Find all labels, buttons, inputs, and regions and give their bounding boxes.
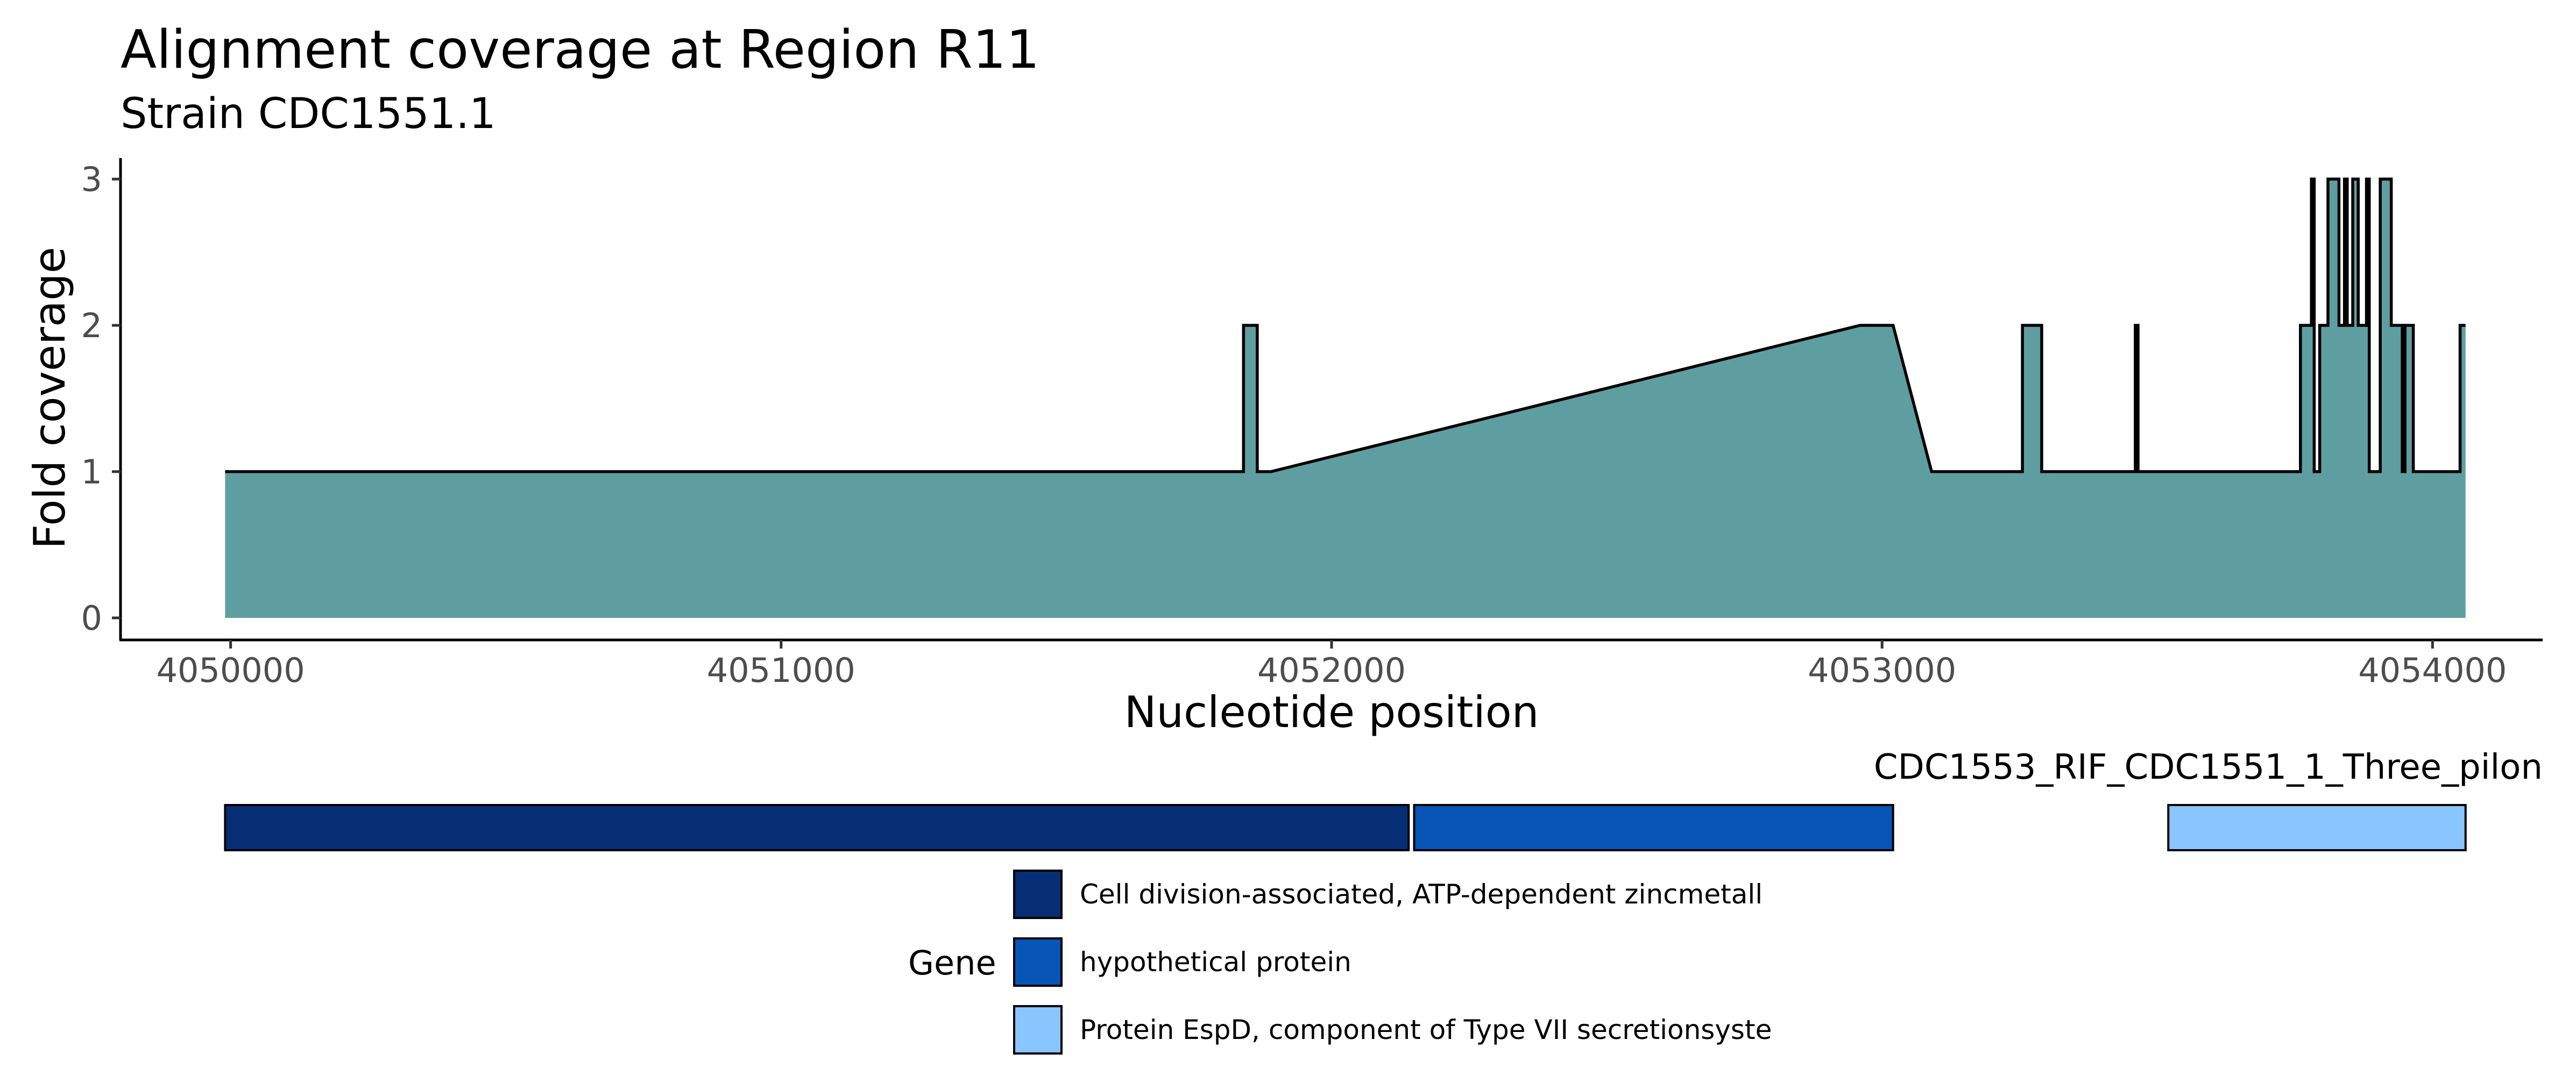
x-axis-label: Nucleotide position	[1124, 687, 1539, 737]
gene-track-label: CDC1553_RIF_CDC1551_1_Three_pilon	[1874, 747, 2543, 787]
y-tick-label: 0	[81, 599, 102, 638]
legend-key-3	[1013, 1005, 1063, 1055]
y-axis-ticks: 0 1 2 3	[81, 160, 121, 638]
legend-key-2	[1013, 937, 1063, 987]
legend-key-1	[1013, 870, 1063, 919]
gene-track	[224, 804, 2467, 851]
y-axis-label: Fold coverage	[25, 247, 75, 549]
y-tick-label: 3	[81, 160, 102, 199]
coverage-line	[225, 177, 2466, 473]
gene-bar-1	[224, 804, 1410, 851]
x-tick-label: 4052000	[1257, 651, 1406, 690]
x-tick-label: 4053000	[1808, 651, 1956, 690]
coverage-area	[225, 179, 2466, 618]
x-tick-label: 4050000	[157, 651, 305, 690]
legend-entries: Cell division-associated, ATP-dependent …	[1013, 870, 1772, 1055]
gene-bar-2	[1413, 804, 1894, 851]
gene-legend: Gene Cell division-associated, ATP-depen…	[908, 870, 1772, 1055]
legend-title: Gene	[908, 943, 996, 983]
gene-bar-3	[2167, 804, 2467, 851]
y-tick-label: 2	[81, 306, 102, 345]
x-tick-label: 4051000	[707, 651, 855, 690]
legend-label-3: Protein EspD, component of Type VII secr…	[1080, 1014, 1772, 1045]
legend-label-2: hypothetical protein	[1080, 946, 1351, 978]
chart-subtitle: Strain CDC1551.1	[121, 90, 496, 138]
chart-title: Alignment coverage at Region R11	[121, 19, 1039, 81]
x-axis-ticks: 4050000 4051000 4052000 4053000 4054000	[157, 640, 2507, 690]
x-tick-label: 4054000	[2358, 651, 2507, 690]
y-tick-label: 1	[81, 452, 102, 492]
legend-label-1: Cell division-associated, ATP-dependent …	[1080, 879, 1763, 910]
